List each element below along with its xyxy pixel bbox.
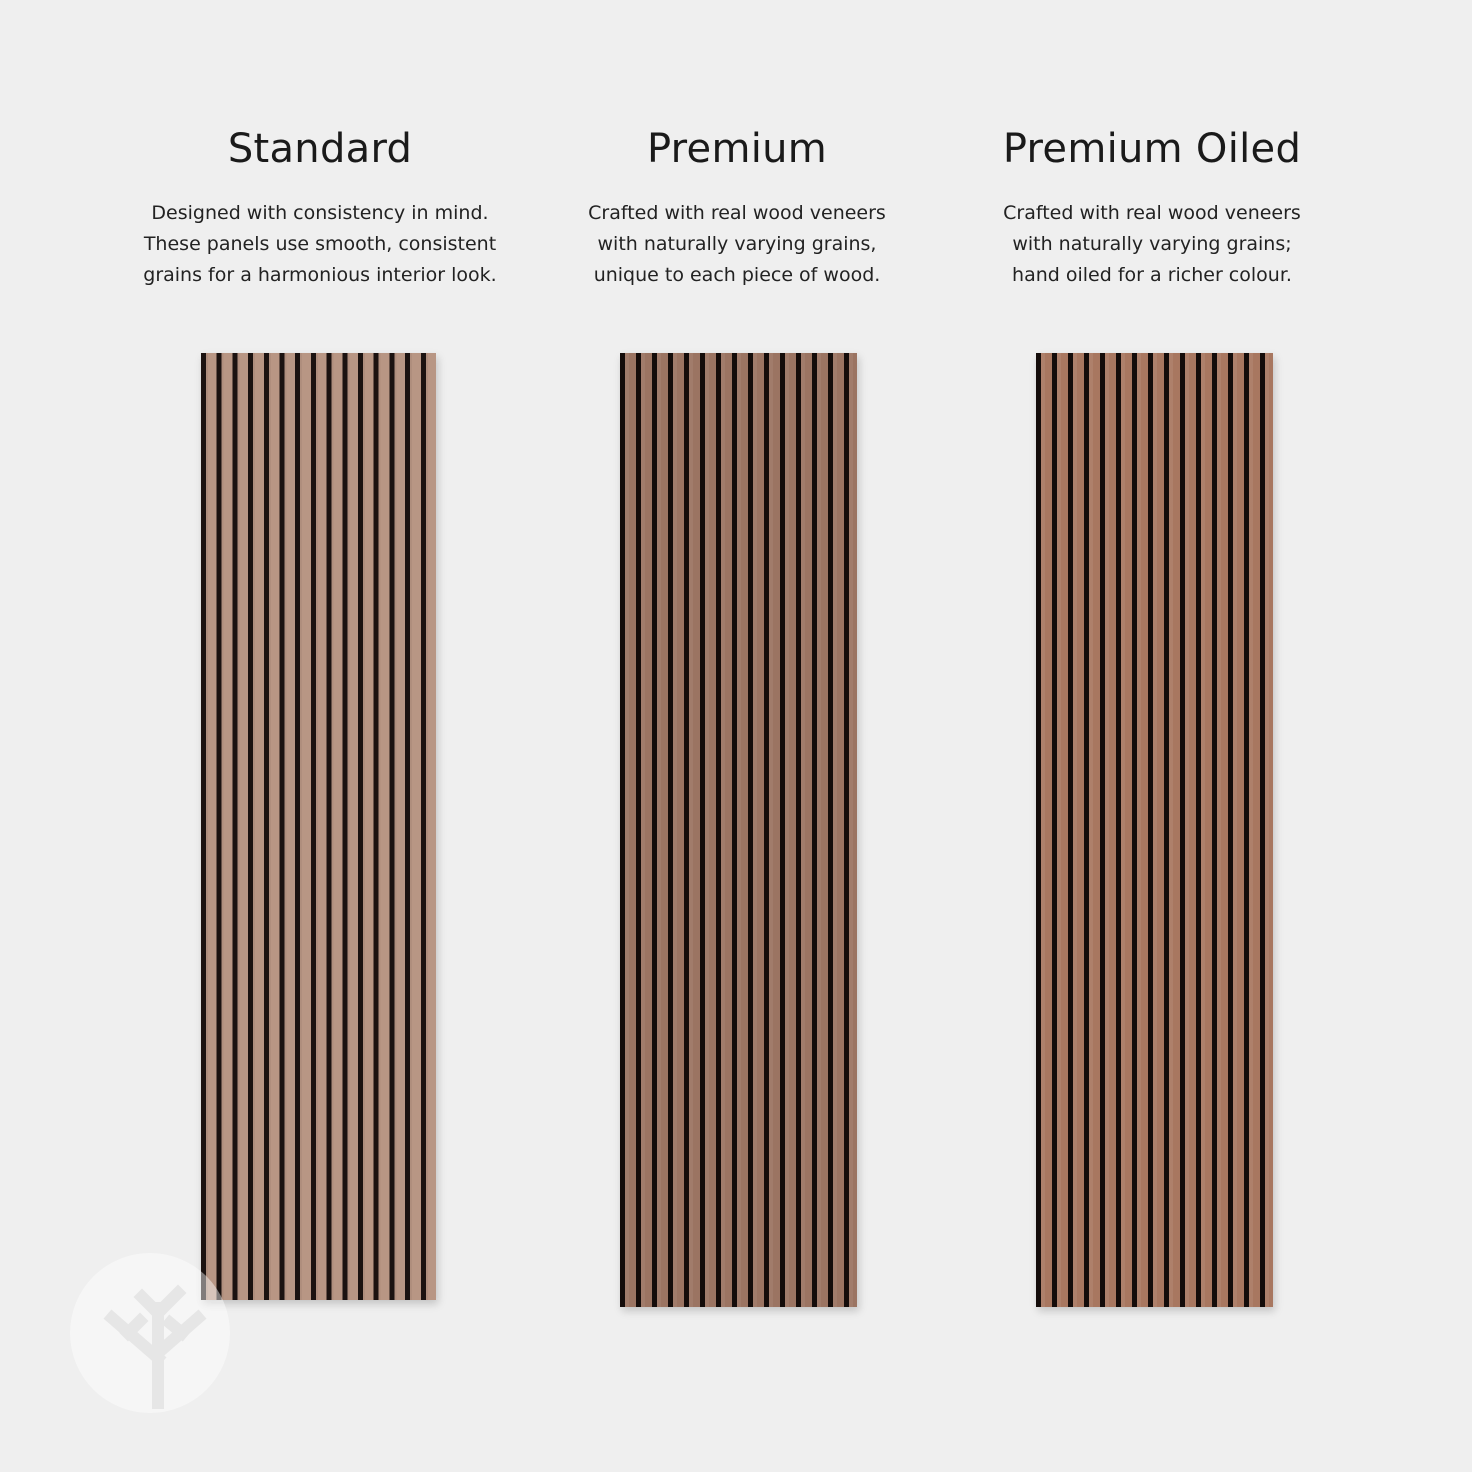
premium-oiled-panel-image <box>1036 353 1273 1307</box>
desc-line: These panels use smooth, consistent <box>143 233 497 255</box>
product-title: Premium Oiled <box>1002 126 1302 172</box>
desc-line: with naturally varying grains; <box>1012 233 1292 255</box>
standard-panel-image <box>201 353 436 1300</box>
desc-line: unique to each piece of wood. <box>593 264 881 286</box>
desc-line: Designed with consistency in mind. <box>151 202 489 224</box>
desc-line: grains for a harmonious interior look. <box>143 264 497 286</box>
desc-line: Crafted with real wood veneers <box>588 202 886 224</box>
desc-line: hand oiled for a richer colour. <box>1012 264 1292 286</box>
product-description: Crafted with real wood veneers with natu… <box>527 198 947 291</box>
desc-line: Crafted with real wood veneers <box>1003 202 1301 224</box>
product-title: Premium <box>646 126 828 172</box>
product-title: Standard <box>227 126 413 172</box>
tree-branch-icon <box>103 1284 207 1409</box>
product-description: Designed with consistency in mind. These… <box>110 198 530 291</box>
product-description: Crafted with real wood veneers with natu… <box>942 198 1362 291</box>
desc-line: with naturally varying grains, <box>597 233 877 255</box>
brand-logo <box>70 1253 230 1413</box>
premium-panel-image <box>620 353 857 1307</box>
